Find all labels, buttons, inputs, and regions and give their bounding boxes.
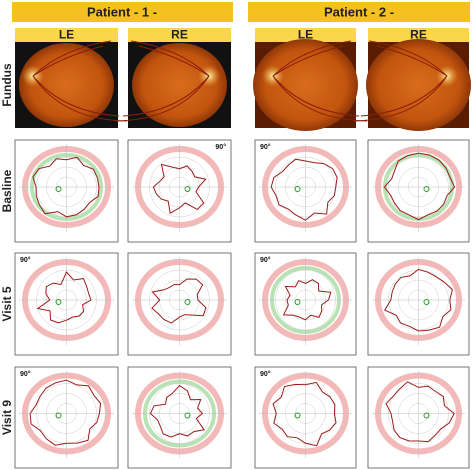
eye-label: LE [59,28,74,42]
row-label: Visit 9 [0,400,14,435]
vessel [272,45,344,77]
eye-label-bg [255,28,356,42]
blind-spot [184,186,191,192]
isopter [385,381,455,443]
isopter [272,381,337,447]
vessel [32,45,104,77]
blind-spot [294,299,301,305]
blind-spot [184,412,191,419]
blind-spot [423,412,430,419]
isopter [29,379,102,446]
isopter [151,278,207,324]
eye-label: RE [171,28,188,42]
vessel [114,75,210,122]
blind-spot [184,299,191,305]
isopter [384,268,453,332]
blind-spot [55,412,62,419]
vessel [368,40,448,77]
vessel [376,45,448,77]
vessel [138,45,210,77]
isopter [36,271,92,324]
isopter [149,384,205,438]
eye-label-bg [128,28,231,42]
panel-corner-label: 90° [260,143,271,151]
panel-corner-label: 90° [20,370,31,378]
fundus-image [19,43,114,127]
fundus-row: Fundus [0,39,471,131]
vessel [360,75,448,117]
vessel [32,75,120,117]
patient-header: Patient - 2 - [324,4,394,19]
vessel [32,40,112,77]
vessel [352,75,448,122]
row-label: Visit 5 [0,286,14,321]
eye-label: RE [410,28,427,42]
vessel [122,75,210,117]
vessel [272,75,368,122]
vessel [272,40,352,77]
panel-corner-label: 90° [20,256,31,264]
eye-label: LE [298,28,313,42]
vessel [32,75,128,122]
isopter [282,279,332,321]
blind-spot [423,299,430,305]
panel-corner-label: 90° [260,370,271,378]
plot-rows: Basline 90° 90° Visit 5 90° 90° Visit 9 90° 90° [0,139,470,469]
fundus-image [366,39,471,131]
blind-spot [55,299,62,305]
isopter [152,163,207,214]
panel-corner-label: 90° [215,143,226,151]
blind-spot [294,186,301,192]
isopter [383,152,456,221]
blind-spot [423,186,430,192]
fundus-image [253,39,358,131]
eye-label-bg [15,28,118,42]
blind-spot [55,186,62,192]
row-label: Basline [0,169,14,212]
vessel [272,75,360,117]
blind-spot [294,412,301,419]
fundus-image [132,43,227,127]
patient-header: Patient - 1 - [87,4,157,19]
isopter [270,158,338,221]
panel-corner-label: 90° [260,256,271,264]
eye-label-bg [368,28,469,42]
row-label: Fundus [0,63,14,107]
vessel [130,40,210,77]
patient-header-bg [12,2,233,22]
patient-header-bg [248,2,470,22]
isopter [32,156,100,218]
eye-labels: LE RE LE RE [15,28,469,42]
